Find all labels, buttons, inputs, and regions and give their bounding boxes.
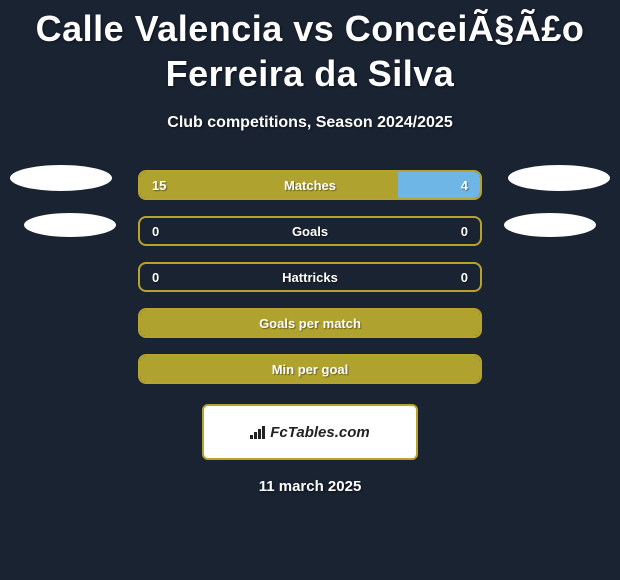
chart-icon	[250, 425, 266, 439]
stat-value-right: 0	[430, 270, 480, 285]
stat-label: Goals	[190, 224, 430, 239]
stat-label: Matches	[190, 178, 430, 193]
stat-bar: 0Goals0	[138, 216, 482, 246]
player2-marker-large	[508, 165, 610, 191]
stat-value-right: 4	[430, 178, 480, 193]
player1-marker-large	[10, 165, 112, 191]
date-label: 11 march 2025	[0, 478, 620, 495]
stat-label: Min per goal	[190, 362, 430, 377]
stat-bar: 0Hattricks0	[138, 262, 482, 292]
stat-value-left: 0	[140, 270, 190, 285]
stat-bars: 15Matches40Goals00Hattricks0Goals per ma…	[138, 170, 482, 384]
subtitle: Club competitions, Season 2024/2025	[0, 114, 620, 132]
stats-area: 15Matches40Goals00Hattricks0Goals per ma…	[0, 170, 620, 400]
stat-value-left: 0	[140, 224, 190, 239]
brand-box[interactable]: FcTables.com	[202, 404, 418, 460]
player1-marker-small	[24, 213, 116, 237]
stat-bar: Min per goal	[138, 354, 482, 384]
stat-bar: 15Matches4	[138, 170, 482, 200]
brand-label: FcTables.com	[270, 424, 369, 441]
page-title: Calle Valencia vs ConceiÃ§Ã£o Ferreira d…	[0, 0, 620, 96]
stat-label: Hattricks	[190, 270, 430, 285]
stat-value-left: 15	[140, 178, 190, 193]
stat-label: Goals per match	[190, 316, 430, 331]
stat-value-right: 0	[430, 224, 480, 239]
stat-bar: Goals per match	[138, 308, 482, 338]
player2-marker-small	[504, 213, 596, 237]
